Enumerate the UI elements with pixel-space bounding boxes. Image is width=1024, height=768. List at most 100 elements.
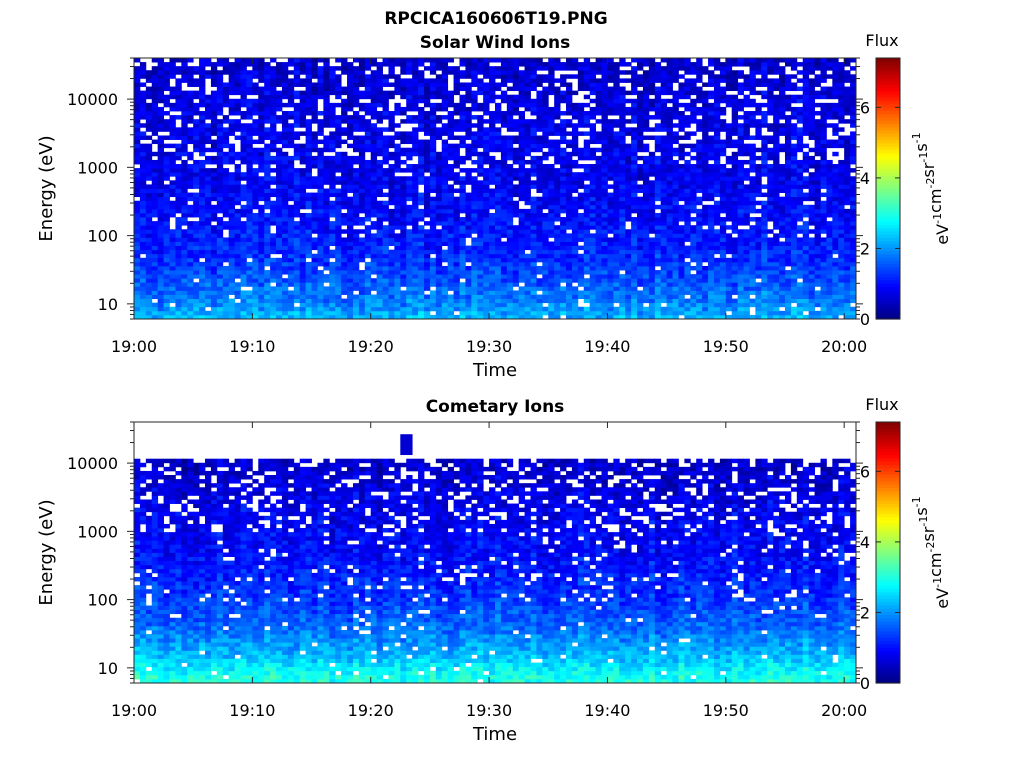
heatmap-cell bbox=[447, 119, 454, 124]
heatmap-cell bbox=[536, 306, 543, 312]
heatmap-cell bbox=[193, 184, 200, 189]
heatmap-cell bbox=[358, 192, 366, 198]
heatmap-cell bbox=[234, 212, 241, 218]
heatmap-cell bbox=[447, 131, 454, 136]
heatmap-cell bbox=[157, 184, 164, 189]
heatmap-cell bbox=[287, 135, 295, 140]
heatmap-cell bbox=[234, 74, 241, 79]
heatmap-cell bbox=[388, 74, 395, 79]
heatmap-cell bbox=[228, 249, 236, 255]
heatmap-cell bbox=[228, 123, 236, 128]
heatmap-cell bbox=[264, 127, 271, 132]
heatmap-cell bbox=[305, 241, 312, 246]
heatmap-cell bbox=[441, 257, 449, 263]
heatmap-cell bbox=[518, 298, 525, 304]
heatmap-cell bbox=[228, 192, 236, 198]
heatmap-cell bbox=[134, 131, 141, 136]
heatmap-cell bbox=[264, 184, 271, 189]
heatmap-cell bbox=[323, 86, 330, 92]
heatmap-cell bbox=[423, 94, 431, 100]
heatmap-cell bbox=[293, 102, 301, 108]
heatmap-cell bbox=[228, 151, 236, 157]
heatmap-cell bbox=[453, 123, 460, 128]
heatmap-cell bbox=[376, 298, 383, 304]
heatmap-cell bbox=[175, 106, 182, 112]
heatmap-cell bbox=[329, 147, 336, 153]
heatmap-cell bbox=[631, 249, 638, 255]
heatmap-cell bbox=[418, 208, 425, 214]
heatmap-cell bbox=[566, 106, 573, 112]
heatmap-cell bbox=[157, 192, 164, 198]
heatmap-cell bbox=[145, 102, 153, 108]
heatmap-cell bbox=[305, 204, 312, 210]
heatmap-cell bbox=[495, 143, 502, 149]
heatmap-cell bbox=[607, 78, 614, 83]
heatmap-cell bbox=[199, 270, 206, 275]
heatmap-cell bbox=[305, 74, 312, 79]
heatmap-cell bbox=[435, 135, 443, 140]
heatmap-cell bbox=[406, 62, 413, 67]
heatmap-cell bbox=[234, 98, 241, 104]
heatmap-cell bbox=[388, 192, 395, 198]
heatmap-cell bbox=[199, 278, 206, 283]
heatmap-cell bbox=[577, 119, 585, 124]
heatmap-cell bbox=[187, 168, 194, 173]
heatmap-cell bbox=[548, 282, 555, 287]
heatmap-cell bbox=[637, 90, 644, 96]
heatmap-cell bbox=[506, 102, 514, 108]
heatmap-cell bbox=[228, 306, 236, 312]
heatmap-cell bbox=[506, 74, 514, 79]
heatmap-cell bbox=[240, 306, 247, 312]
heatmap-cell bbox=[542, 241, 549, 246]
heatmap-cell bbox=[489, 229, 496, 234]
heatmap-cell bbox=[518, 237, 525, 242]
heatmap-cell bbox=[382, 282, 389, 287]
heatmap-cell bbox=[382, 127, 389, 132]
heatmap-cell bbox=[293, 90, 301, 96]
heatmap-cell bbox=[264, 172, 271, 177]
heatmap-cell bbox=[293, 180, 301, 185]
heatmap-cell bbox=[210, 204, 218, 210]
heatmap-cell bbox=[607, 147, 614, 153]
heatmap-cell bbox=[169, 286, 176, 291]
heatmap-cell bbox=[169, 74, 176, 79]
heatmap-cell bbox=[205, 274, 212, 279]
heatmap-cell bbox=[571, 74, 579, 79]
heatmap-cell bbox=[631, 208, 638, 214]
heatmap-cell bbox=[423, 200, 431, 206]
heatmap-cell bbox=[495, 188, 502, 193]
heatmap-cell bbox=[145, 78, 153, 83]
heatmap-cell bbox=[317, 196, 324, 202]
heatmap-cell bbox=[637, 233, 644, 238]
heatmap-cell bbox=[287, 290, 295, 295]
heatmap-cell bbox=[205, 188, 212, 193]
heatmap-cell bbox=[406, 155, 413, 161]
heatmap-cell bbox=[400, 62, 407, 67]
heatmap-cell bbox=[264, 176, 271, 181]
heatmap-cell bbox=[512, 192, 520, 198]
heatmap-cell bbox=[305, 282, 312, 287]
heatmap-cell bbox=[222, 94, 230, 100]
heatmap-cell bbox=[364, 249, 372, 255]
heatmap-cell bbox=[205, 241, 212, 246]
heatmap-cell bbox=[471, 208, 478, 214]
heatmap-cell bbox=[246, 78, 253, 83]
heatmap-cell bbox=[382, 314, 389, 320]
heatmap-cell bbox=[571, 139, 579, 145]
heatmap-cell bbox=[388, 265, 395, 271]
heatmap-cell bbox=[347, 294, 354, 300]
heatmap-cell bbox=[631, 233, 638, 238]
heatmap-cell bbox=[145, 290, 153, 295]
heatmap-cell bbox=[536, 155, 543, 161]
heatmap-cell bbox=[506, 217, 514, 222]
heatmap-cell bbox=[157, 245, 164, 251]
heatmap-cell bbox=[607, 257, 614, 263]
heatmap-cell bbox=[305, 217, 312, 222]
heatmap-cell bbox=[583, 229, 591, 234]
heatmap-cell bbox=[435, 298, 443, 304]
heatmap-cell bbox=[347, 290, 354, 295]
heatmap-cell bbox=[169, 306, 176, 312]
heatmap-cell bbox=[335, 168, 342, 173]
heatmap-cell bbox=[477, 217, 484, 222]
heatmap-cell bbox=[429, 237, 437, 242]
